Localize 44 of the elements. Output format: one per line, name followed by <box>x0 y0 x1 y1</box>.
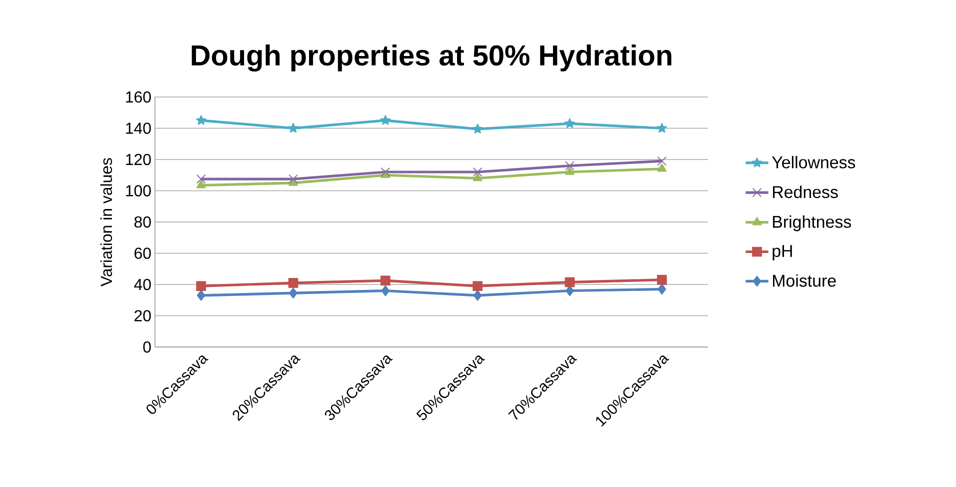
legend-label: Redness <box>773 186 838 198</box>
point <box>564 118 575 128</box>
legend-label: Moisture <box>773 274 836 287</box>
y-tick-label: 140 <box>126 122 151 134</box>
point <box>658 284 666 295</box>
point <box>656 122 668 133</box>
point <box>288 174 298 184</box>
y-tick-label: 100 <box>126 185 151 196</box>
y-axis-title: Variation in values <box>100 158 112 286</box>
y-tick-label: 20 <box>134 310 151 322</box>
point <box>289 288 298 299</box>
point <box>288 122 298 133</box>
point <box>196 290 206 301</box>
legend-label: pH <box>772 245 792 260</box>
y-tick-label: 80 <box>134 216 151 228</box>
y-tick-label: 160 <box>126 91 151 103</box>
point <box>196 174 206 184</box>
chart-title: Dough properties at 50% Hydration <box>192 44 672 72</box>
point <box>564 277 575 288</box>
y-tick-label: 60 <box>134 248 151 259</box>
point <box>472 167 482 177</box>
point <box>380 276 390 286</box>
point <box>288 178 298 186</box>
point <box>472 281 483 291</box>
point <box>472 124 483 134</box>
point <box>381 285 390 296</box>
point <box>564 166 575 175</box>
point <box>196 281 206 291</box>
point <box>657 163 667 172</box>
point <box>657 156 667 166</box>
point <box>565 161 574 170</box>
point <box>380 167 390 177</box>
point <box>472 172 482 182</box>
point <box>196 180 206 188</box>
point <box>196 115 206 125</box>
point <box>288 278 298 288</box>
point <box>473 290 482 301</box>
point <box>380 115 391 125</box>
y-tick-label: 120 <box>126 154 151 166</box>
legend-label: Brightness <box>773 215 852 232</box>
point <box>656 274 667 285</box>
legend-label: Yellowness <box>772 156 856 168</box>
y-tick-label: 40 <box>134 278 151 290</box>
y-tick-label: 0 <box>143 341 151 353</box>
